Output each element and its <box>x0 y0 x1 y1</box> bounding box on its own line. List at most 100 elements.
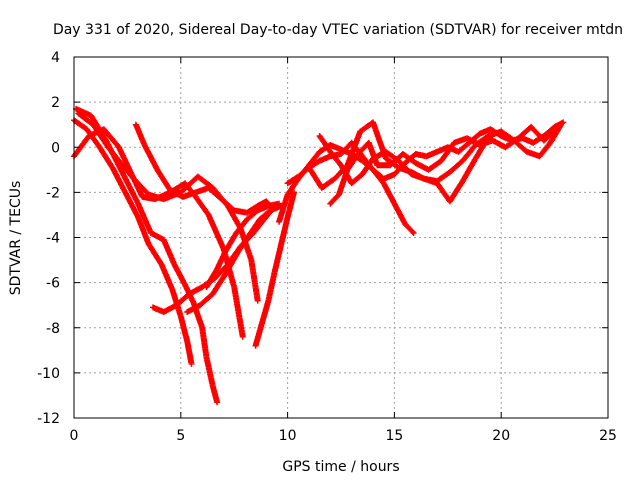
x-tick-label: 20 <box>492 428 510 444</box>
data-point <box>100 126 121 149</box>
axis-ticks: 0 5 10 15 20 25 -12 -10 -8 -6 -4 -2 0 2 4 <box>37 50 617 444</box>
data-point <box>276 193 291 225</box>
y-tick-label: -2 <box>46 185 60 201</box>
data-point <box>235 233 252 254</box>
data-point <box>387 152 405 169</box>
data-point <box>209 271 228 297</box>
data-point <box>160 236 177 267</box>
data-point <box>256 208 273 223</box>
series-track-2 <box>71 117 195 367</box>
data-point <box>327 148 343 168</box>
series-track-11 <box>284 119 567 187</box>
data-point <box>214 249 228 273</box>
data-point <box>239 333 246 340</box>
series-track-12 <box>306 119 565 191</box>
data-point <box>540 124 557 139</box>
data-point <box>154 166 173 192</box>
series-track-5 <box>132 121 276 216</box>
data-point <box>434 180 452 204</box>
x-tick-label: 5 <box>176 428 185 444</box>
data-point <box>399 151 418 166</box>
data-point <box>231 284 246 339</box>
data-point <box>177 174 200 196</box>
data-point <box>391 200 408 226</box>
data-point <box>380 180 397 206</box>
data-point <box>402 221 416 235</box>
data-point <box>244 208 260 223</box>
x-tick-label: 15 <box>385 428 403 444</box>
y-axis-label: SDTVAR / TECUs <box>8 181 24 296</box>
data-point <box>259 299 271 327</box>
data-point <box>115 144 132 172</box>
data-point <box>455 140 471 155</box>
data-point <box>558 121 565 128</box>
data-point <box>446 179 465 205</box>
data-point <box>271 242 284 275</box>
data-point <box>145 191 166 202</box>
series-track-7 <box>184 202 285 315</box>
y-tick-label: 0 <box>51 140 60 156</box>
data-point <box>184 338 195 366</box>
grid <box>74 57 608 418</box>
x-tick-label: 25 <box>599 428 617 444</box>
data-point <box>75 110 95 127</box>
data-point <box>212 262 230 282</box>
data-point <box>502 136 520 151</box>
series-track-9 <box>252 189 298 349</box>
data-point <box>135 200 154 235</box>
data-point <box>410 229 417 236</box>
x-tick-label: 0 <box>70 428 79 444</box>
data-point <box>233 217 249 236</box>
data-point <box>147 230 166 243</box>
data-point <box>425 158 444 173</box>
data-point <box>265 269 278 304</box>
data-point <box>536 141 553 160</box>
data-point <box>105 144 121 163</box>
data-point <box>252 321 265 349</box>
y-tick-label: -4 <box>46 231 60 247</box>
data-point <box>359 156 376 178</box>
data-point <box>412 160 431 173</box>
data-point <box>171 261 188 287</box>
data-point <box>355 140 371 157</box>
data-point <box>276 200 283 207</box>
y-tick-label: 2 <box>51 95 60 111</box>
data-point <box>248 257 261 303</box>
series-track-14 <box>327 123 560 207</box>
data-point <box>553 126 560 133</box>
series-track-8 <box>203 200 283 291</box>
data-point <box>115 157 136 181</box>
data-point <box>158 261 175 291</box>
data-point <box>109 164 128 194</box>
data-point <box>459 143 478 164</box>
data-point <box>344 152 361 173</box>
data-point <box>498 128 516 143</box>
data-point <box>348 172 365 187</box>
data-point <box>203 267 220 291</box>
data-point <box>192 193 211 217</box>
data-point <box>90 121 111 149</box>
data-point <box>141 142 160 172</box>
data-point <box>130 175 151 197</box>
data-point <box>222 249 241 277</box>
data-point <box>327 192 341 207</box>
x-axis-label: GPS time / hours <box>282 459 399 475</box>
y-tick-label: -10 <box>37 366 60 382</box>
data-point <box>357 120 375 135</box>
y-tick-label: -6 <box>46 276 60 292</box>
data-point <box>318 176 337 191</box>
data-point <box>446 158 465 176</box>
data-point <box>284 177 301 198</box>
data-point <box>306 164 324 190</box>
data-point <box>173 291 192 309</box>
data-point <box>254 297 261 304</box>
data-point <box>199 324 210 359</box>
data-point <box>335 168 350 198</box>
x-tick-label: 10 <box>279 428 297 444</box>
chart-title: Day 331 of 2020, Sidereal Day-to-day VTE… <box>53 22 623 38</box>
data-point <box>218 196 236 213</box>
data-point <box>145 241 164 267</box>
data-point <box>203 354 216 388</box>
data-point <box>515 125 533 142</box>
